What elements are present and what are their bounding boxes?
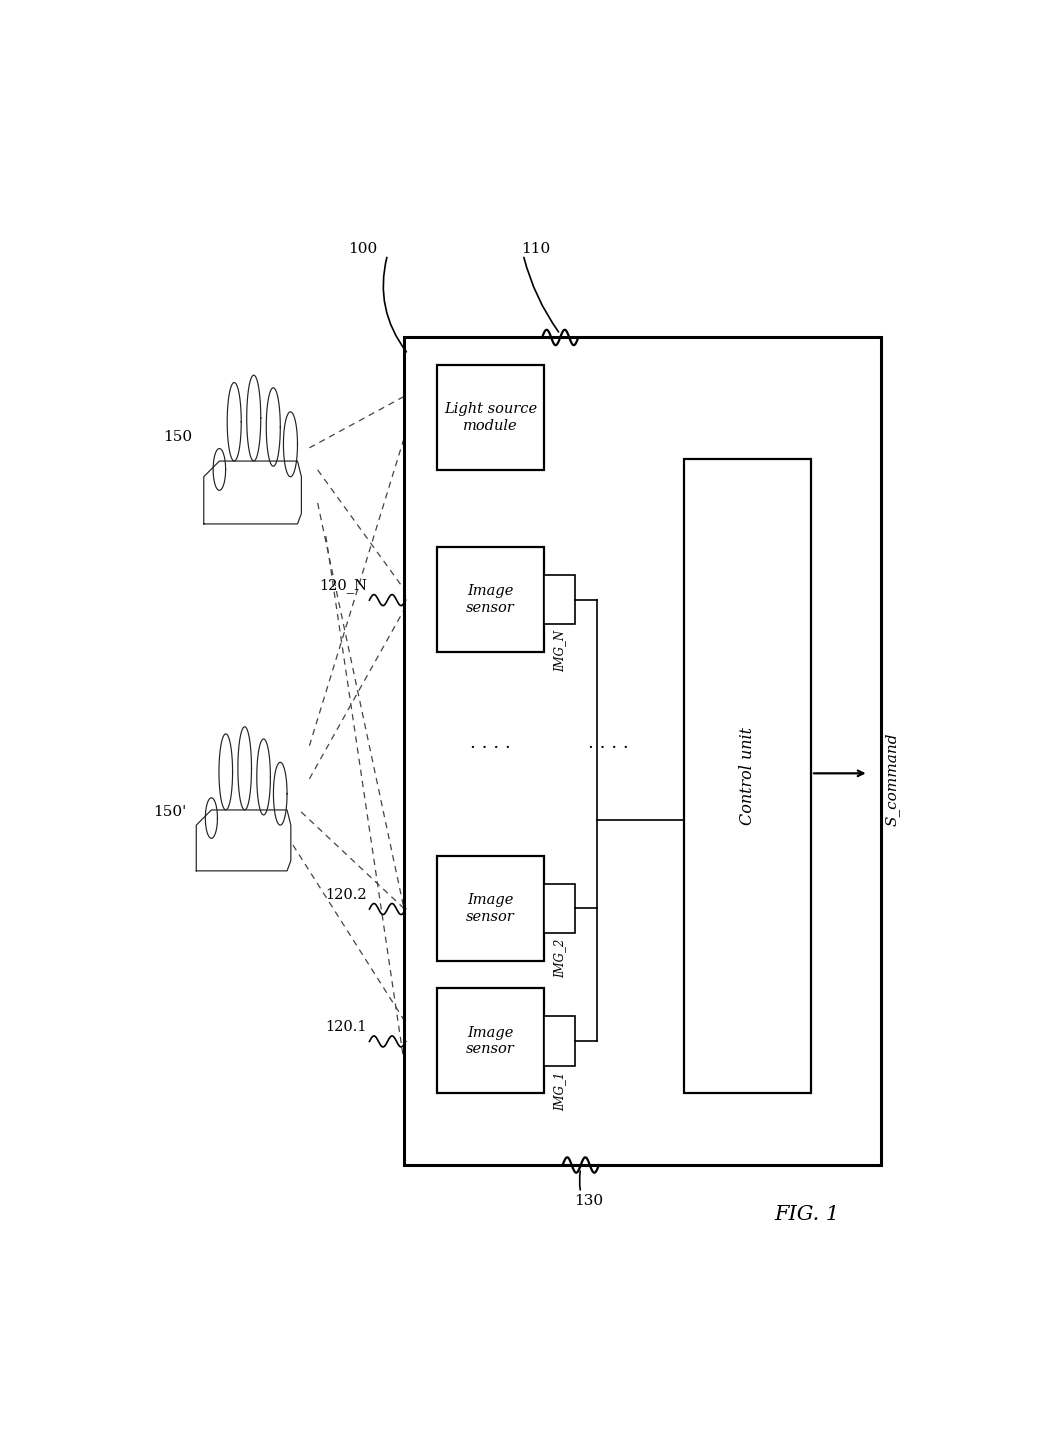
Text: . . . .: . . . . [470,734,510,752]
Text: 110: 110 [521,242,551,257]
Bar [683,459,811,1093]
Text: 130: 130 [574,1195,604,1208]
Bar [544,575,575,625]
Text: 120_N: 120_N [319,579,367,593]
Bar [437,856,543,962]
Text: 150: 150 [163,430,192,444]
Text: IMG_1: IMG_1 [553,1072,566,1111]
Text: 100: 100 [348,242,378,257]
Text: Control unit: Control unit [738,727,755,825]
Text: Image
sensor: Image sensor [466,1026,515,1056]
Text: 120.1: 120.1 [326,1020,367,1035]
Bar [437,365,543,470]
Text: 120.2: 120.2 [326,887,367,901]
Text: . . . .: . . . . [589,734,629,752]
Text: Light source
module: Light source module [443,403,537,433]
Bar [544,1016,575,1066]
Bar [437,989,543,1093]
Text: S_command: S_command [885,732,900,825]
Text: Image
sensor: Image sensor [466,893,515,924]
Text: Image
sensor: Image sensor [466,585,515,615]
Text: IMG_2: IMG_2 [553,939,566,979]
Text: FIG. 1: FIG. 1 [775,1205,839,1224]
Bar [544,884,575,933]
Text: IMG_N: IMG_N [553,631,566,672]
Bar [437,547,543,652]
Bar [404,337,881,1165]
Text: 150': 150' [153,805,187,818]
